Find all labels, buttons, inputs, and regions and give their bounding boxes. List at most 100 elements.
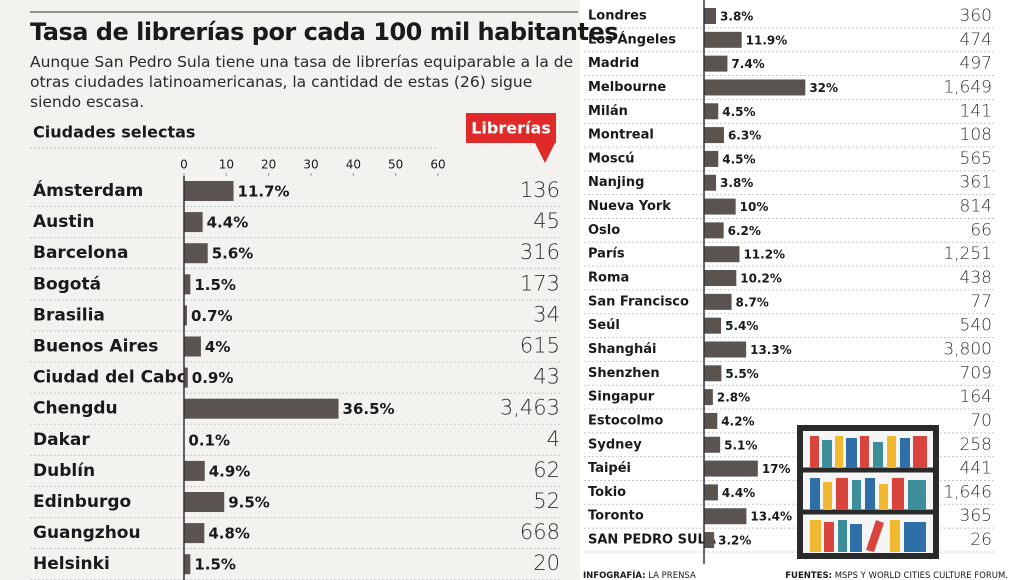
value-label: 11.9% — [746, 33, 788, 47]
value-label: 0.1% — [188, 431, 230, 449]
badge-box — [466, 113, 556, 143]
value-label: 5.4% — [725, 319, 758, 333]
bar — [184, 181, 234, 201]
bar — [704, 31, 742, 48]
value-label: 10% — [740, 200, 769, 214]
bar — [704, 222, 724, 239]
value-label: 4.2% — [721, 414, 754, 428]
bookshelf-icon — [797, 425, 939, 559]
title: Tasa de librerías por cada 100 mil habit… — [30, 18, 619, 46]
category-label: Londres — [588, 9, 647, 24]
category-label: Ámsterdam — [33, 179, 143, 201]
count-label: 26 — [970, 530, 992, 550]
count-label: 108 — [960, 125, 992, 145]
count-label: 497 — [960, 54, 992, 74]
count-label: 814 — [960, 197, 992, 217]
value-label: 9.5% — [228, 494, 270, 512]
value-label: 4% — [205, 338, 230, 356]
bar — [704, 8, 717, 24]
x-tick-label: 50 — [388, 158, 403, 172]
bar — [704, 198, 736, 215]
category-label: Ciudad del Cabo — [33, 368, 188, 388]
value-label: 4.8% — [208, 525, 250, 543]
value-label: 0.7% — [191, 307, 233, 325]
bar — [184, 274, 191, 295]
value-label: 3.2% — [718, 534, 751, 548]
value-label: 5.5% — [725, 367, 758, 381]
category-label: Buenos Aires — [33, 337, 158, 357]
count-label: 20 — [533, 551, 560, 575]
category-label: Seúl — [588, 318, 620, 333]
credit-text: LA PRENSA — [648, 571, 696, 580]
category-label: Taipéi — [588, 461, 631, 476]
value-label: 5.6% — [212, 245, 254, 263]
count-label: 62 — [533, 458, 560, 482]
count-label: 540 — [960, 316, 992, 336]
category-label: Moscú — [588, 151, 635, 166]
category-label: Nanjing — [588, 175, 644, 190]
category-label: Sydney — [588, 437, 642, 452]
count-label: 1,649 — [943, 77, 992, 97]
bar — [704, 436, 721, 453]
count-label: 4 — [547, 427, 560, 451]
count-label: 361 — [960, 173, 992, 193]
value-label: 8.7% — [736, 295, 769, 309]
bar — [704, 341, 747, 358]
bar — [184, 212, 203, 233]
value-label: 7.4% — [731, 57, 764, 71]
value-label: 36.5% — [343, 400, 395, 418]
category-label: Tokio — [588, 485, 626, 500]
bar — [704, 246, 740, 263]
category-label: Edinburgo — [33, 492, 131, 512]
section-label: Ciudades selectas — [33, 123, 195, 142]
value-label: 32% — [809, 81, 838, 95]
bar — [704, 508, 747, 525]
credit: INFOGRAFÍA: LA PRENSA — [583, 569, 696, 580]
category-label: San Francisco — [588, 294, 689, 309]
count-label: 438 — [960, 268, 992, 288]
bar — [184, 336, 201, 357]
bar — [704, 150, 719, 167]
value-label: 3.8% — [720, 176, 753, 190]
category-label: Bogotá — [33, 274, 101, 294]
bar — [704, 532, 715, 549]
category-label: París — [588, 247, 625, 262]
bar — [704, 460, 758, 477]
badge-pointer — [535, 143, 555, 163]
count-label: 365 — [960, 506, 992, 526]
category-label: Shanghái — [588, 342, 656, 357]
count-label: 474 — [960, 30, 992, 50]
category-label: Barcelona — [33, 243, 129, 263]
value-label: 4.4% — [207, 214, 249, 232]
bar — [704, 365, 722, 382]
badge: Librerías — [466, 113, 556, 163]
value-label: 13.4% — [750, 510, 792, 524]
bar — [704, 55, 728, 72]
category-label: Madrid — [588, 56, 639, 71]
count-label: 52 — [533, 489, 560, 513]
value-label: 3.8% — [720, 10, 753, 24]
x-tick-label: 60 — [430, 158, 445, 172]
category-label: Los Ángeles — [588, 31, 676, 47]
x-tick-label: 10 — [219, 158, 234, 172]
count-label: 141 — [960, 101, 992, 121]
category-label: Brasilia — [33, 305, 105, 325]
count-label: 565 — [960, 149, 992, 169]
value-label: 4.9% — [209, 462, 251, 480]
badge-label: Librerías — [471, 119, 551, 138]
value-label: 10.2% — [740, 272, 782, 286]
subtitle: Aunque San Pedro Sula tiene una tasa de … — [30, 53, 574, 111]
category-label: Austin — [33, 212, 94, 232]
bar — [704, 103, 719, 120]
value-label: 0.9% — [192, 369, 234, 387]
x-tick-label: 20 — [261, 158, 276, 172]
count-label: 34 — [533, 302, 560, 326]
category-label: Oslo — [588, 223, 620, 238]
value-label: 1.5% — [194, 276, 236, 294]
bar — [184, 398, 339, 419]
x-tick-label: 30 — [303, 158, 318, 172]
value-label: 4.5% — [722, 152, 755, 166]
category-label: Guangzhou — [33, 523, 141, 543]
